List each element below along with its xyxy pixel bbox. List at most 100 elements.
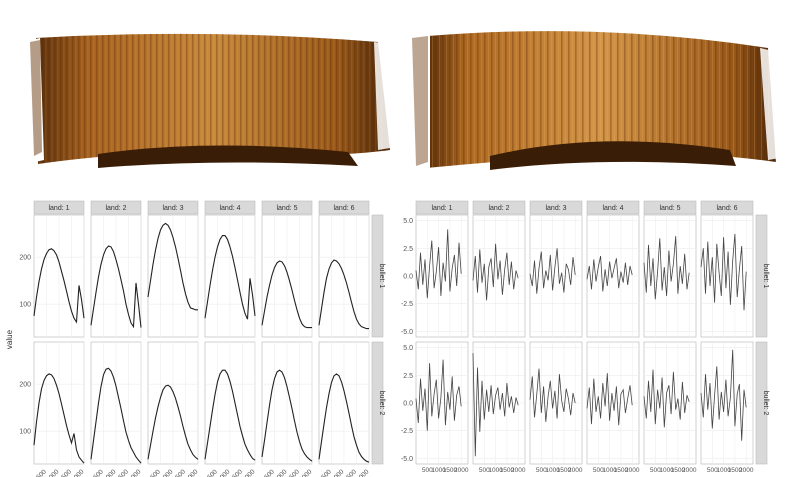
y-tick-label: 2.5 bbox=[403, 373, 413, 380]
x-tick-label: 1500 bbox=[443, 467, 458, 474]
y-tick-label: 5.0 bbox=[403, 345, 413, 352]
facet-strip-label: land: 5 bbox=[276, 205, 297, 212]
facet-strip-row-label: bullet: 1 bbox=[378, 264, 385, 289]
y-tick-label: 100 bbox=[19, 302, 31, 309]
facet-strip-row bbox=[755, 341, 768, 465]
x-tick-label: 2000 bbox=[184, 468, 199, 477]
x-tick-label: 1000 bbox=[602, 467, 617, 474]
facet-strip-row bbox=[371, 214, 384, 338]
series-line bbox=[700, 233, 747, 311]
x-tick-label: 500 bbox=[35, 468, 48, 477]
x-tick-label: 500 bbox=[593, 467, 604, 474]
facet-panel bbox=[318, 214, 370, 338]
y-axis-label: value bbox=[5, 329, 14, 349]
series-line bbox=[90, 367, 142, 464]
x-tick-label: 2000 bbox=[568, 467, 583, 474]
x-tick-label: 1500 bbox=[286, 468, 301, 477]
facet-strip-label: land: 4 bbox=[219, 205, 240, 212]
x-tick-label: 1500 bbox=[557, 467, 572, 474]
x-tick-label: 500 bbox=[650, 467, 661, 474]
series-line bbox=[529, 248, 576, 294]
x-tick-label: 1000 bbox=[159, 468, 174, 477]
x-tick-label: 1000 bbox=[545, 467, 560, 474]
facet-panel bbox=[90, 214, 142, 338]
x-tick-label: 2000 bbox=[70, 468, 85, 477]
facet-strip-row bbox=[371, 341, 384, 465]
x-tick-label: 1000 bbox=[659, 467, 674, 474]
facet-strip-column bbox=[318, 200, 370, 215]
facet-strip-column bbox=[586, 200, 640, 215]
x-tick-label: 500 bbox=[536, 467, 547, 474]
facet-strip-column bbox=[90, 200, 142, 215]
facet-chart-left: land: 1 land: 2 land: 3 land: 4 land: 5 land:… bbox=[5, 200, 385, 477]
facet-strip-label: land: 1 bbox=[48, 205, 69, 212]
series-line bbox=[529, 368, 576, 422]
x-tick-label: 2000 bbox=[355, 468, 370, 477]
x-tick-label: 1000 bbox=[330, 468, 345, 477]
facet-strip-column bbox=[529, 200, 583, 215]
series-line bbox=[147, 384, 199, 460]
series-line bbox=[318, 373, 370, 463]
series-line bbox=[586, 373, 633, 426]
x-tick-label: 1500 bbox=[343, 468, 358, 477]
x-tick-label: 1000 bbox=[102, 468, 117, 477]
series-line bbox=[472, 243, 519, 301]
facet-strip-column bbox=[261, 200, 313, 215]
facet-panel bbox=[33, 214, 85, 338]
facet-strip-column bbox=[415, 200, 469, 215]
facet-strip-column bbox=[204, 200, 256, 215]
facet-panel bbox=[147, 214, 199, 338]
series-line bbox=[261, 260, 312, 329]
facet-strip-label: land: 1 bbox=[431, 205, 452, 212]
x-tick-label: 500 bbox=[92, 468, 105, 477]
series-line bbox=[586, 255, 633, 292]
y-tick-label: -2.5 bbox=[401, 301, 413, 308]
x-tick-label: 1500 bbox=[229, 468, 244, 477]
facet-strip-label: land: 5 bbox=[659, 205, 680, 212]
y-tick-label: -5.0 bbox=[401, 329, 413, 336]
x-tick-label: 2000 bbox=[739, 467, 754, 474]
y-tick-label: 2.5 bbox=[403, 246, 413, 253]
y-tick-label: 0.0 bbox=[403, 274, 413, 281]
y-tick-label: 5.0 bbox=[403, 218, 413, 225]
facet-panel bbox=[700, 214, 754, 338]
x-tick-label: 1000 bbox=[45, 468, 60, 477]
facet-strip-label: land: 4 bbox=[602, 205, 623, 212]
facet-panel bbox=[261, 214, 313, 338]
x-tick-label: 1500 bbox=[172, 468, 187, 477]
facet-strip-label: land: 2 bbox=[105, 205, 126, 212]
x-tick-label: 500 bbox=[206, 468, 219, 477]
x-tick-label: 2000 bbox=[511, 467, 526, 474]
y-tick-label: 0.0 bbox=[403, 401, 413, 408]
x-tick-label: 500 bbox=[707, 467, 718, 474]
facet-strip-label: land: 2 bbox=[488, 205, 509, 212]
facet-strip-label: land: 3 bbox=[162, 205, 183, 212]
x-tick-label: 2000 bbox=[241, 468, 256, 477]
x-tick-label: 500 bbox=[479, 467, 490, 474]
series-line bbox=[261, 369, 313, 462]
series-line bbox=[33, 248, 85, 324]
bullet-scan-image-left bbox=[22, 33, 390, 168]
series-line bbox=[643, 369, 690, 428]
y-tick-label: 100 bbox=[19, 429, 31, 436]
y-tick-label: 200 bbox=[19, 382, 31, 389]
series-line bbox=[204, 369, 256, 461]
series-line bbox=[415, 359, 462, 431]
series-line bbox=[147, 222, 198, 311]
x-tick-label: 1500 bbox=[728, 467, 743, 474]
facet-panel bbox=[415, 214, 469, 338]
facet-chart-right: land: 1 land: 2 land: 3 land: 4 land: 5 land:… bbox=[401, 200, 769, 474]
y-tick-label: -5.0 bbox=[401, 456, 413, 463]
series-line bbox=[90, 245, 142, 329]
facet-strip-label: land: 6 bbox=[333, 205, 354, 212]
facet-strip-row bbox=[755, 214, 768, 338]
series-line bbox=[700, 349, 747, 441]
x-tick-label: 1000 bbox=[488, 467, 503, 474]
